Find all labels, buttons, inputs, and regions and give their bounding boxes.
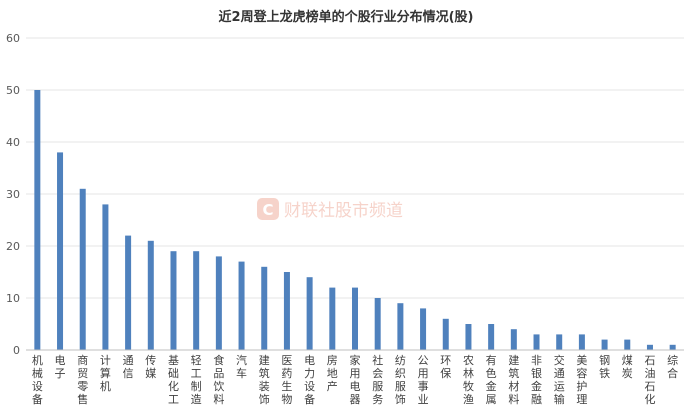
- bar: [352, 287, 358, 350]
- bar: [125, 235, 132, 350]
- bar: [601, 339, 608, 350]
- x-tick-label: 电子: [55, 354, 66, 380]
- x-tick-label: 纺织服饰: [395, 353, 406, 406]
- x-tick-label: 汽车: [236, 353, 247, 380]
- x-tick-label: 钢铁: [599, 354, 610, 380]
- gridlines: [26, 37, 684, 299]
- chart-title: 近2周登上龙虎榜单的个股行业分布情况(股): [218, 10, 474, 25]
- bar: [374, 298, 381, 350]
- bar: [442, 318, 449, 350]
- bar: [306, 277, 313, 350]
- bar: [533, 334, 540, 350]
- bar: [193, 251, 200, 350]
- x-tick-label: 农林牧渔: [463, 353, 474, 406]
- watermark-text: 财联社股市频道: [284, 201, 403, 221]
- bar: [624, 339, 631, 350]
- watermark-logo-letter: C: [262, 201, 273, 219]
- x-tick-label: 石油石化: [644, 354, 655, 406]
- bar: [147, 240, 154, 350]
- bars: [34, 90, 676, 350]
- bar: [465, 324, 472, 350]
- bar: [669, 344, 676, 350]
- x-tick-label: 交通运输: [554, 353, 565, 406]
- y-tick-label: 40: [6, 136, 20, 149]
- bar: [79, 188, 86, 350]
- y-axis-ticks: 0 10 20 30 40 50 60: [6, 32, 20, 357]
- x-tick-label: 家用电器: [350, 353, 361, 406]
- x-tick-label: 医药生物: [281, 354, 292, 406]
- x-tick-label: 房地产: [327, 354, 338, 393]
- y-tick-label: 10: [6, 292, 20, 305]
- x-tick-label: 传媒: [145, 354, 156, 380]
- x-tick-label: 公用事业: [418, 354, 429, 406]
- bar: [57, 152, 64, 350]
- bar: [329, 287, 336, 350]
- y-tick-label: 20: [6, 240, 20, 253]
- watermark: C 财联社股市频道: [257, 198, 403, 221]
- x-tick-label: 基础化工: [168, 354, 179, 406]
- bar: [578, 334, 585, 350]
- bar: [488, 324, 495, 350]
- x-tick-label: 社会服务: [372, 353, 383, 406]
- bar: [420, 308, 427, 350]
- x-tick-label: 通信: [123, 354, 134, 380]
- x-tick-label: 机械设备: [32, 353, 43, 406]
- watermark-logo: [257, 198, 279, 220]
- x-tick-label: 商贸零售: [77, 353, 88, 406]
- bar: [283, 272, 290, 350]
- bar: [510, 329, 517, 350]
- y-tick-label: 50: [6, 84, 20, 97]
- y-tick-label: 60: [6, 32, 20, 45]
- bar: [646, 344, 653, 350]
- x-tick-label: 轻工制造: [191, 353, 202, 406]
- x-tick-label: 食品饮料: [213, 353, 224, 406]
- x-tick-label: 综合: [667, 353, 678, 380]
- x-tick-label: 计算机: [100, 354, 111, 393]
- x-tick-label: 美容护理: [576, 354, 587, 406]
- bar: [261, 266, 268, 350]
- bar: [102, 204, 109, 350]
- bar: [215, 256, 222, 350]
- bar: [556, 334, 563, 350]
- x-tick-label: 环保: [440, 354, 451, 380]
- bar: [238, 261, 245, 350]
- x-tick-label: 非银金融: [531, 354, 542, 406]
- x-tick-label: 建筑装饰: [259, 353, 270, 406]
- x-tick-label: 有色金属: [486, 353, 497, 406]
- x-tick-label: 煤炭: [622, 354, 633, 380]
- bar: [397, 303, 404, 350]
- x-tick-label: 电力设备: [304, 354, 315, 406]
- x-tick-label: 建筑材料: [508, 353, 519, 406]
- y-tick-label: 30: [6, 188, 20, 201]
- bar: [170, 251, 177, 350]
- y-tick-label: 0: [13, 344, 20, 357]
- bar: [34, 90, 41, 350]
